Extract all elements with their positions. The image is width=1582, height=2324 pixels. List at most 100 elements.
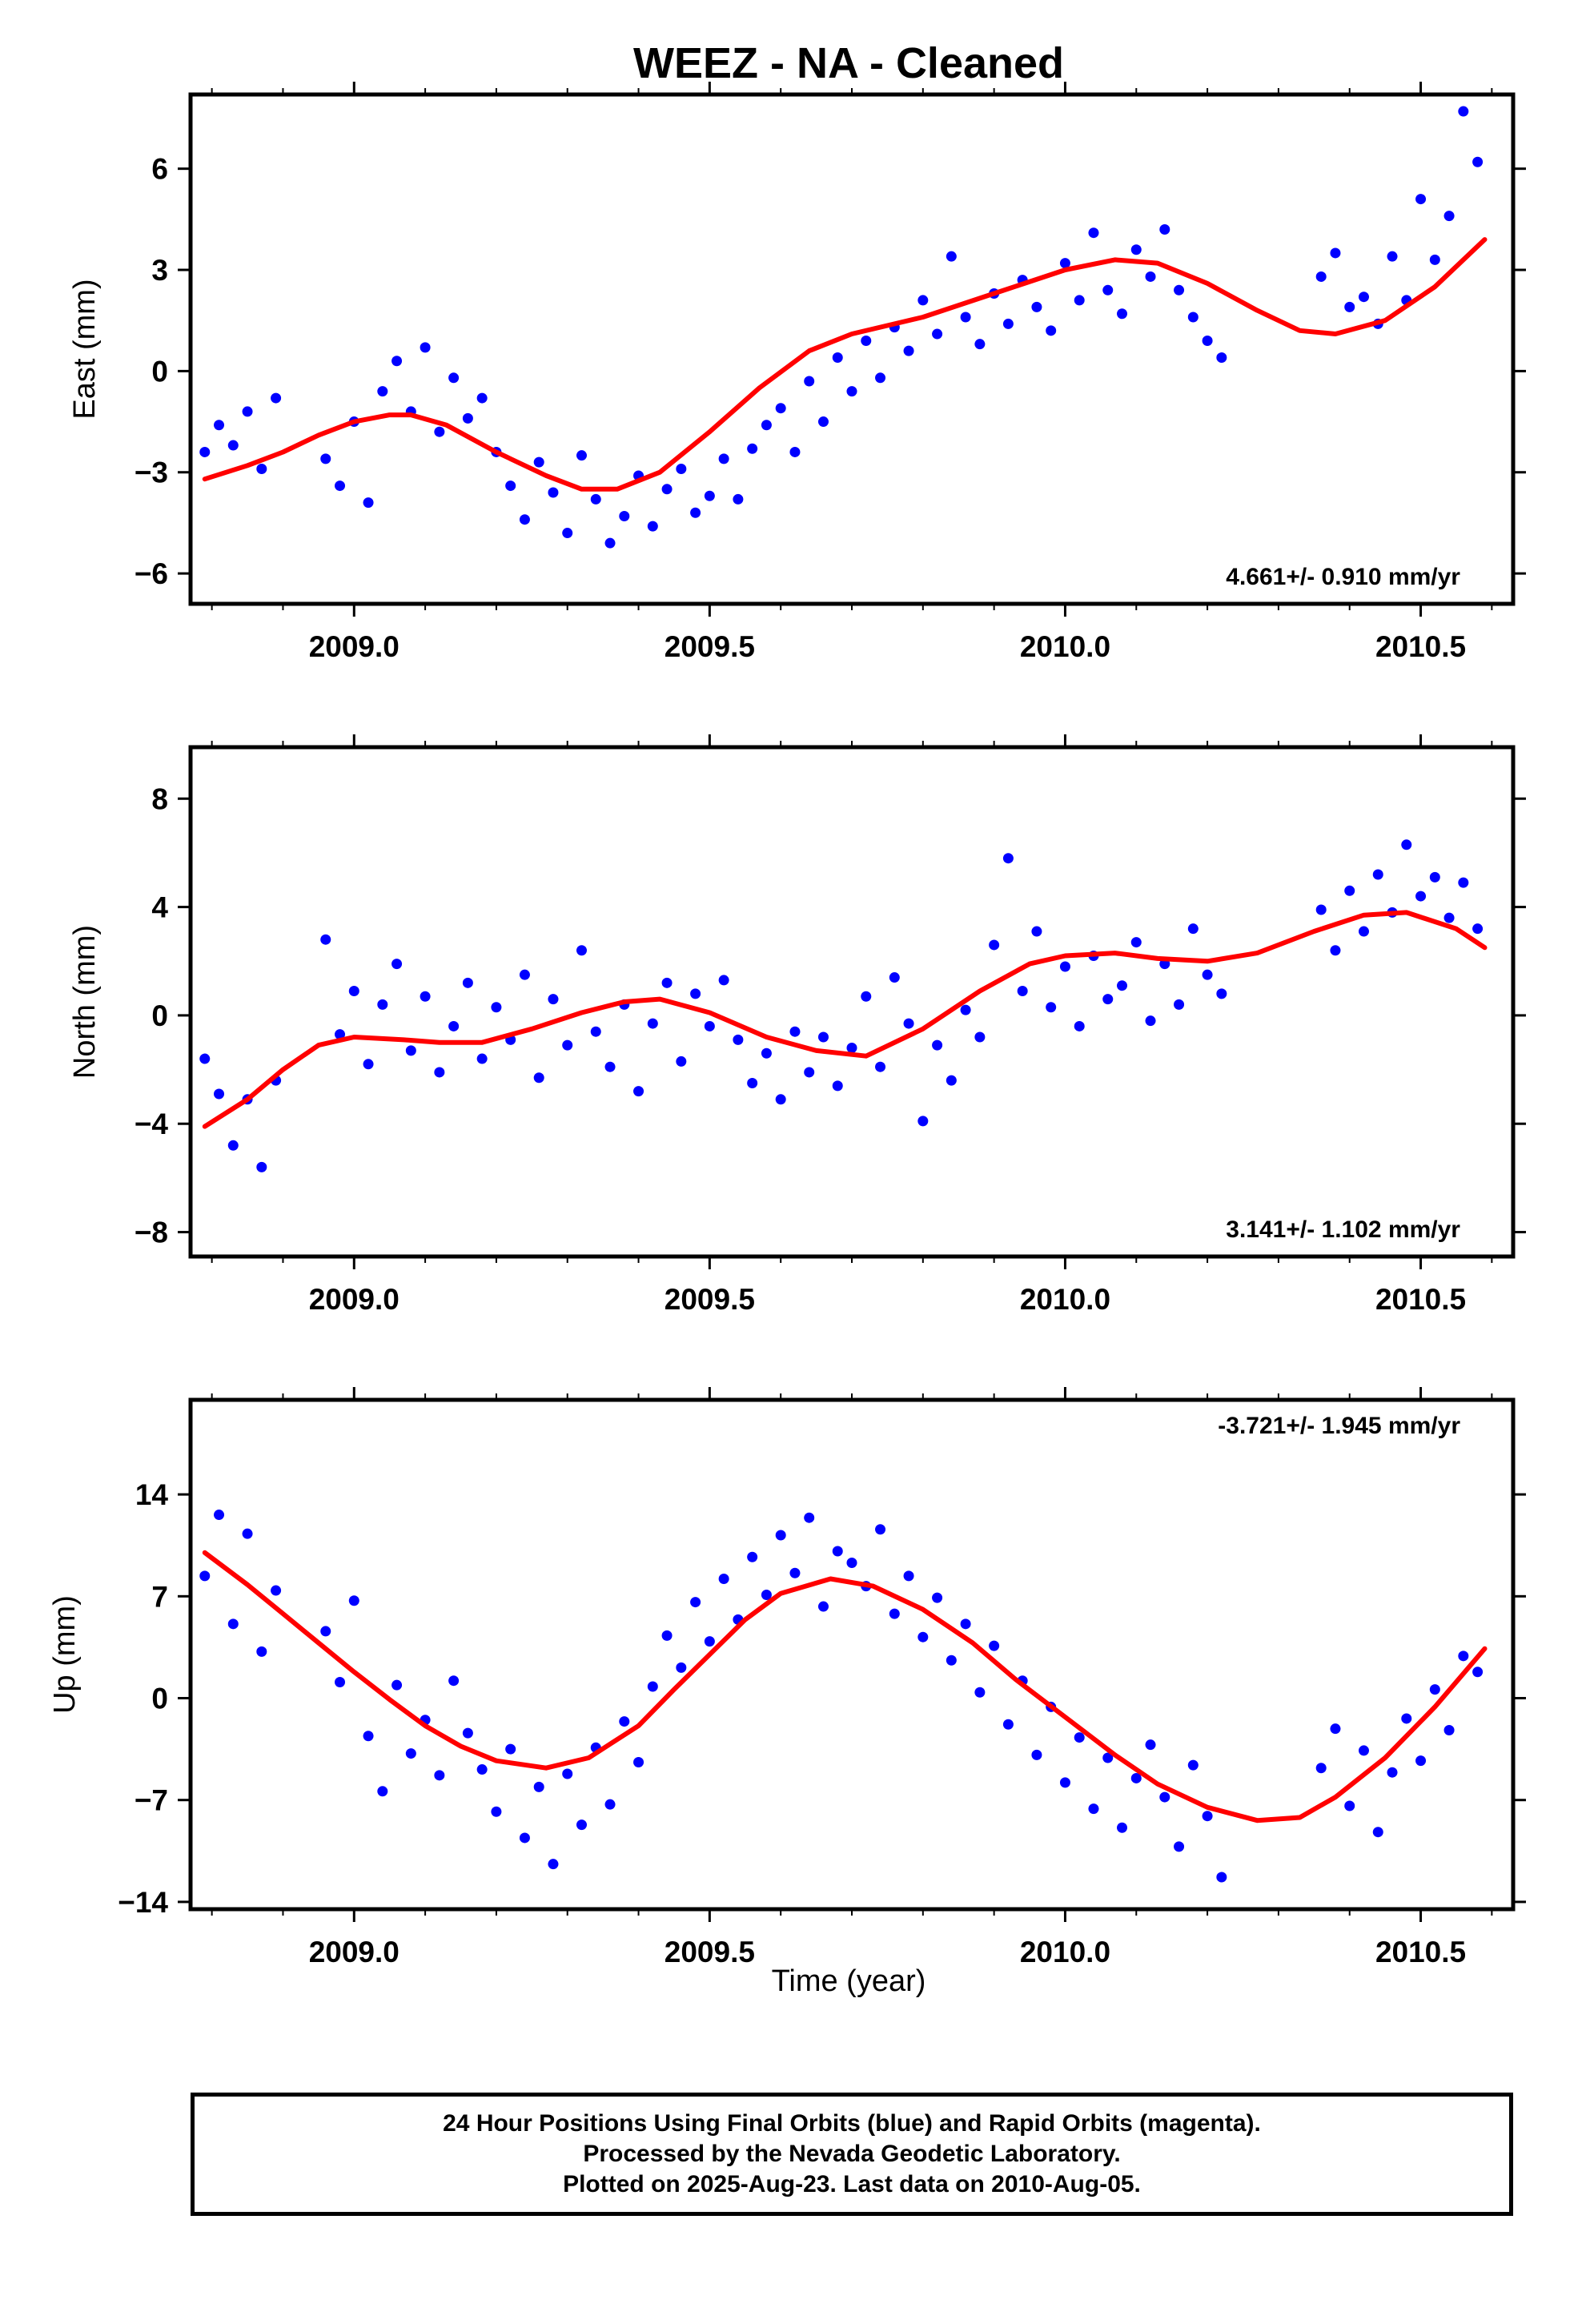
plot-frame xyxy=(188,745,1516,1259)
data-point xyxy=(619,510,630,521)
data-point xyxy=(256,1161,267,1172)
data-point xyxy=(704,1636,715,1647)
data-point xyxy=(1130,1772,1142,1783)
data-point xyxy=(363,1059,374,1070)
y-tick-label: 0 xyxy=(151,355,168,388)
data-point xyxy=(271,1585,282,1596)
data-point xyxy=(1002,1719,1014,1730)
data-point xyxy=(604,1061,616,1072)
data-point xyxy=(320,934,331,945)
data-point xyxy=(619,1716,630,1727)
data-point xyxy=(647,521,658,532)
y-tick-label: 0 xyxy=(151,999,168,1032)
data-point xyxy=(733,1034,744,1045)
data-point xyxy=(242,406,253,417)
x-tick-label: 2010.5 xyxy=(1375,1936,1466,1968)
data-point xyxy=(1330,247,1341,259)
data-point xyxy=(661,1630,673,1641)
chart-title: WEEZ - NA - Cleaned xyxy=(633,39,1064,87)
data-point xyxy=(1415,891,1427,902)
data-point xyxy=(320,1626,331,1637)
data-point xyxy=(1117,308,1128,320)
data-point xyxy=(1102,994,1114,1005)
data-point xyxy=(1187,923,1199,935)
data-point xyxy=(917,1116,929,1127)
data-point xyxy=(199,446,211,457)
data-point xyxy=(804,376,815,387)
data-point xyxy=(817,1601,829,1612)
data-point xyxy=(1117,980,1128,991)
x-tick-label: 2009.5 xyxy=(665,1936,755,1968)
data-point xyxy=(1145,271,1156,282)
data-point xyxy=(1472,923,1484,935)
y-tick-label: −6 xyxy=(135,557,168,590)
data-point xyxy=(256,1646,267,1657)
data-point xyxy=(335,1029,346,1040)
x-tick-label: 2009.0 xyxy=(309,630,400,663)
data-point xyxy=(676,1662,687,1673)
data-point xyxy=(647,1018,658,1029)
data-point xyxy=(832,1546,843,1557)
data-point xyxy=(1472,1667,1484,1678)
data-point xyxy=(1031,1749,1042,1760)
data-point xyxy=(718,975,729,986)
data-point xyxy=(804,1067,815,1078)
data-point xyxy=(548,994,559,1005)
data-point xyxy=(1344,301,1355,312)
data-point xyxy=(491,1002,502,1013)
data-point xyxy=(1187,312,1199,323)
data-point xyxy=(604,1799,616,1810)
data-point xyxy=(1443,912,1455,923)
y-tick-label: −4 xyxy=(135,1108,169,1140)
data-point xyxy=(214,420,225,431)
data-point xyxy=(889,972,900,983)
data-point xyxy=(1415,1755,1427,1767)
data-point xyxy=(590,1026,601,1037)
data-point xyxy=(846,386,857,397)
data-point xyxy=(377,999,388,1010)
data-point xyxy=(1046,325,1057,336)
data-point xyxy=(1102,284,1114,296)
data-point xyxy=(227,440,239,451)
data-point xyxy=(789,1567,801,1578)
data-point xyxy=(718,453,729,464)
data-point xyxy=(690,507,701,518)
y-axis-label: Up (mm) xyxy=(48,1595,82,1714)
data-point xyxy=(861,335,872,346)
x-tick-label: 2010.0 xyxy=(1020,1936,1110,1968)
data-point xyxy=(789,1026,801,1037)
data-point xyxy=(989,939,1000,951)
data-point xyxy=(1002,853,1014,864)
data-point xyxy=(476,392,488,404)
y-tick-label: 0 xyxy=(151,1683,168,1715)
data-point xyxy=(718,1574,729,1585)
data-point xyxy=(747,443,758,454)
data-point xyxy=(1372,869,1383,880)
y-axis-label: North (mm) xyxy=(68,925,102,1079)
data-point xyxy=(661,484,673,495)
data-point xyxy=(1315,904,1327,915)
data-point xyxy=(661,977,673,988)
data-point xyxy=(846,1558,857,1569)
y-axis-label: East (mm) xyxy=(68,279,102,419)
data-point xyxy=(405,1748,416,1759)
data-point xyxy=(1031,301,1042,312)
data-point xyxy=(533,456,544,468)
fit-curve xyxy=(202,237,1488,492)
plot-frame xyxy=(188,92,1516,606)
data-point xyxy=(363,1731,374,1742)
data-point xyxy=(1358,926,1369,937)
data-point xyxy=(917,1631,929,1642)
data-point xyxy=(576,1819,587,1831)
data-point xyxy=(775,1094,786,1105)
data-point xyxy=(875,372,886,384)
data-point xyxy=(1344,885,1355,896)
data-point xyxy=(434,426,445,437)
data-point xyxy=(1202,335,1213,346)
data-point xyxy=(875,1061,886,1072)
data-point xyxy=(633,1756,644,1767)
data-point xyxy=(227,1618,239,1630)
data-point xyxy=(1174,999,1185,1010)
data-point xyxy=(1202,969,1213,980)
data-point xyxy=(1458,106,1469,117)
